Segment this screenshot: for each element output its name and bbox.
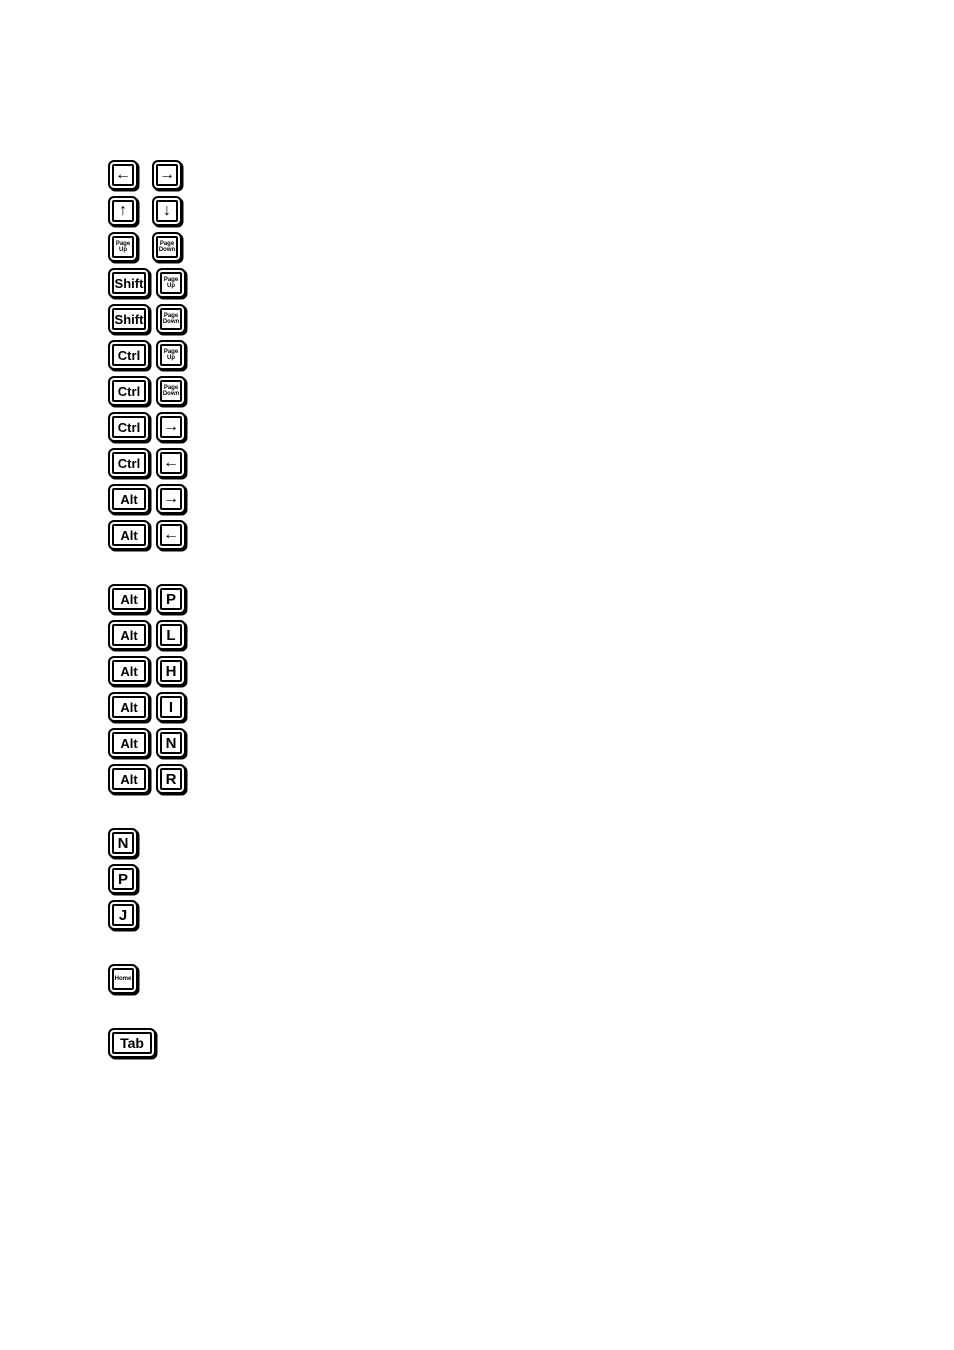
- keycap-page-up: PageUp: [108, 232, 138, 262]
- keycap-alt: Alt: [108, 764, 150, 794]
- keycap-arrow-left: ←: [156, 448, 186, 478]
- shortcut-row: AltR: [108, 764, 954, 794]
- shortcut-row: ←→: [108, 160, 954, 190]
- shortcut-row: Home: [108, 964, 954, 994]
- shortcut-row: AltI: [108, 692, 954, 722]
- keycap-ctrl: Ctrl: [108, 376, 150, 406]
- shortcut-row: CtrlPageUp: [108, 340, 954, 370]
- keycap-arrow-left: ←: [156, 520, 186, 550]
- keycap-J: J: [108, 900, 138, 930]
- shortcut-row: AltH: [108, 656, 954, 686]
- shortcut-row: P: [108, 864, 954, 894]
- keycap-alt: Alt: [108, 692, 150, 722]
- shortcut-row: ↑↓: [108, 196, 954, 226]
- keycap-P: P: [156, 584, 186, 614]
- keycap-page-down: PageDown: [156, 376, 186, 406]
- keycap-alt: Alt: [108, 728, 150, 758]
- shortcut-group-navigation: ←→↑↓PageUpPageDownShiftPageUpShiftPageDo…: [108, 160, 954, 550]
- keycap-ctrl: Ctrl: [108, 340, 150, 370]
- shortcut-row: AltL: [108, 620, 954, 650]
- keycap-I: I: [156, 692, 186, 722]
- keycap-R: R: [156, 764, 186, 794]
- shortcut-group-tab: Tab: [108, 1028, 954, 1058]
- keycap-alt: Alt: [108, 620, 150, 650]
- shortcut-row: AltP: [108, 584, 954, 614]
- keycap-page-up: PageUp: [156, 268, 186, 298]
- shortcut-group-home: Home: [108, 964, 954, 994]
- shortcut-groups-container: ←→↑↓PageUpPageDownShiftPageUpShiftPageDo…: [108, 160, 954, 1058]
- shortcut-row: Alt←: [108, 520, 954, 550]
- keycap-alt: Alt: [108, 520, 150, 550]
- shortcut-group-alt-letters: AltPAltLAltHAltIAltNAltR: [108, 584, 954, 794]
- shortcut-row: AltN: [108, 728, 954, 758]
- keycap-arrow-right: →: [156, 412, 186, 442]
- keycap-tab: Tab: [108, 1028, 156, 1058]
- keycap-L: L: [156, 620, 186, 650]
- keycap-arrow-down: ↓: [152, 196, 182, 226]
- keycap-ctrl: Ctrl: [108, 412, 150, 442]
- keycap-page-down: PageDown: [152, 232, 182, 262]
- keycap-alt: Alt: [108, 484, 150, 514]
- keycap-arrow-right: →: [156, 484, 186, 514]
- shortcut-row: Ctrl←: [108, 448, 954, 478]
- keycap-arrow-left: ←: [108, 160, 138, 190]
- keycap-H: H: [156, 656, 186, 686]
- keycap-shift: Shift: [108, 304, 150, 334]
- shortcut-group-single-letters: NPJ: [108, 828, 954, 930]
- keycap-home: Home: [108, 964, 138, 994]
- shortcut-row: CtrlPageDown: [108, 376, 954, 406]
- shortcut-row: Alt→: [108, 484, 954, 514]
- shortcut-row: ShiftPageUp: [108, 268, 954, 298]
- shortcut-row: Tab: [108, 1028, 954, 1058]
- keycap-page-down: PageDown: [156, 304, 186, 334]
- keycap-shift: Shift: [108, 268, 150, 298]
- keycap-alt: Alt: [108, 584, 150, 614]
- shortcut-row: Ctrl→: [108, 412, 954, 442]
- keycap-alt: Alt: [108, 656, 150, 686]
- keycap-page-up: PageUp: [156, 340, 186, 370]
- keycap-N: N: [108, 828, 138, 858]
- keycap-ctrl: Ctrl: [108, 448, 150, 478]
- keycap-N: N: [156, 728, 186, 758]
- shortcut-row: PageUp PageDown: [108, 232, 954, 262]
- keycap-P: P: [108, 864, 138, 894]
- shortcut-row: ShiftPageDown: [108, 304, 954, 334]
- keycap-arrow-right: →: [152, 160, 182, 190]
- shortcut-row: N: [108, 828, 954, 858]
- keycap-arrow-up: ↑: [108, 196, 138, 226]
- shortcut-row: J: [108, 900, 954, 930]
